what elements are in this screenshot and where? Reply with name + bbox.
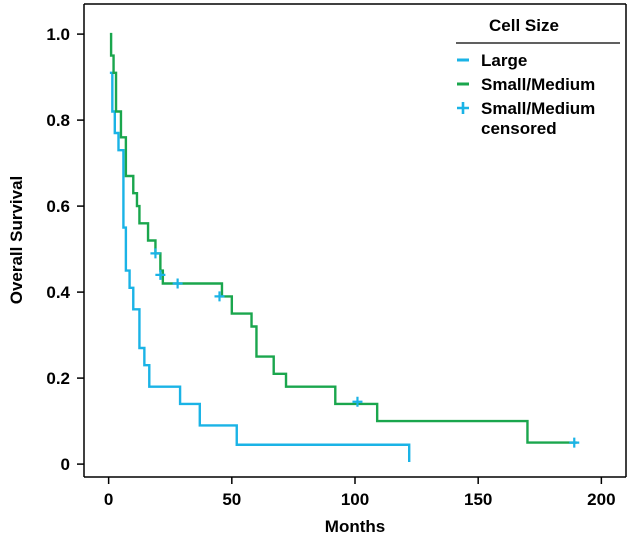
censored-marker xyxy=(172,278,183,289)
y-tick-label: 0.8 xyxy=(46,111,70,130)
x-tick-label: 100 xyxy=(341,490,369,509)
censored-marker xyxy=(150,248,161,259)
y-tick-label: 0.2 xyxy=(46,369,70,388)
x-axis-label: Months xyxy=(325,517,385,536)
legend-swatch-plus xyxy=(457,102,469,114)
legend-label: Small/Medium censored xyxy=(481,99,595,138)
y-axis-label: Overall Survival xyxy=(7,176,26,305)
x-tick-label: 0 xyxy=(104,490,113,509)
censored-marker xyxy=(155,269,166,280)
y-tick-label: 0 xyxy=(61,455,70,474)
legend-label: Large xyxy=(481,51,527,70)
x-tick-label: 50 xyxy=(222,490,241,509)
y-axis-ticks: 0 0.2 0.4 0.6 0.8 1.0 xyxy=(46,25,84,474)
x-axis-ticks: 0 50 100 150 200 xyxy=(104,477,616,509)
y-tick-label: 0.4 xyxy=(46,283,70,302)
y-tick-label: 1.0 xyxy=(46,25,70,44)
y-tick-label: 0.6 xyxy=(46,197,70,216)
series-line-large xyxy=(109,71,411,462)
legend: Cell Size Large Small/Medium Small/Medium c… xyxy=(456,16,620,138)
censored-marker xyxy=(352,396,363,407)
series-layer xyxy=(109,32,577,462)
censored-marker xyxy=(569,437,580,448)
censored-marker xyxy=(214,291,225,302)
x-tick-label: 200 xyxy=(587,490,615,509)
legend-title: Cell Size xyxy=(489,16,559,35)
series-line-small-medium xyxy=(109,32,577,444)
x-tick-label: 150 xyxy=(464,490,492,509)
censor-markers xyxy=(150,248,580,448)
legend-label: Small/Medium xyxy=(481,75,595,94)
